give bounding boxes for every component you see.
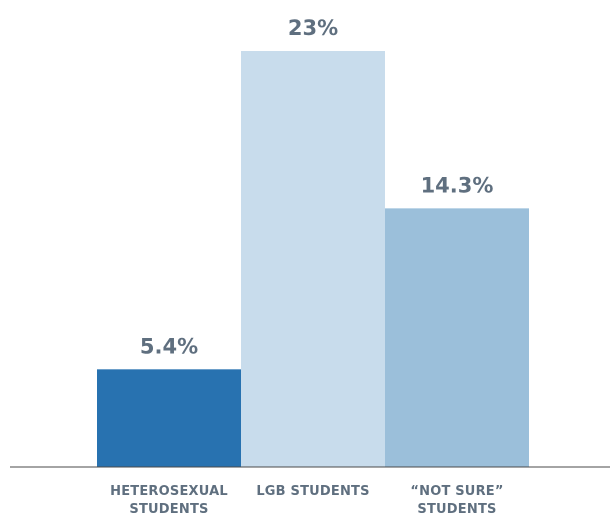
bar-1 bbox=[241, 51, 385, 467]
value-label-2: 14.3% bbox=[421, 173, 494, 197]
value-labels-group: 5.4% 23% 14.3% bbox=[140, 16, 494, 358]
category-label-2-line-1: STUDENTS bbox=[417, 502, 496, 517]
category-label-1-line-0: LGB STUDENTS bbox=[256, 484, 369, 499]
value-label-0: 5.4% bbox=[140, 334, 198, 358]
bar-0 bbox=[97, 369, 241, 467]
category-labels-group: HETEROSEXUAL STUDENTS LGB STUDENTS “NOT SUR… bbox=[110, 484, 503, 517]
bar-2 bbox=[385, 208, 529, 468]
category-label-0-line-0: HETEROSEXUAL bbox=[110, 484, 228, 499]
category-label-0-line-1: STUDENTS bbox=[129, 502, 208, 517]
category-label-2-line-0: “NOT SURE” bbox=[410, 484, 503, 499]
value-label-1: 23% bbox=[288, 16, 338, 40]
bars-group bbox=[97, 51, 529, 468]
